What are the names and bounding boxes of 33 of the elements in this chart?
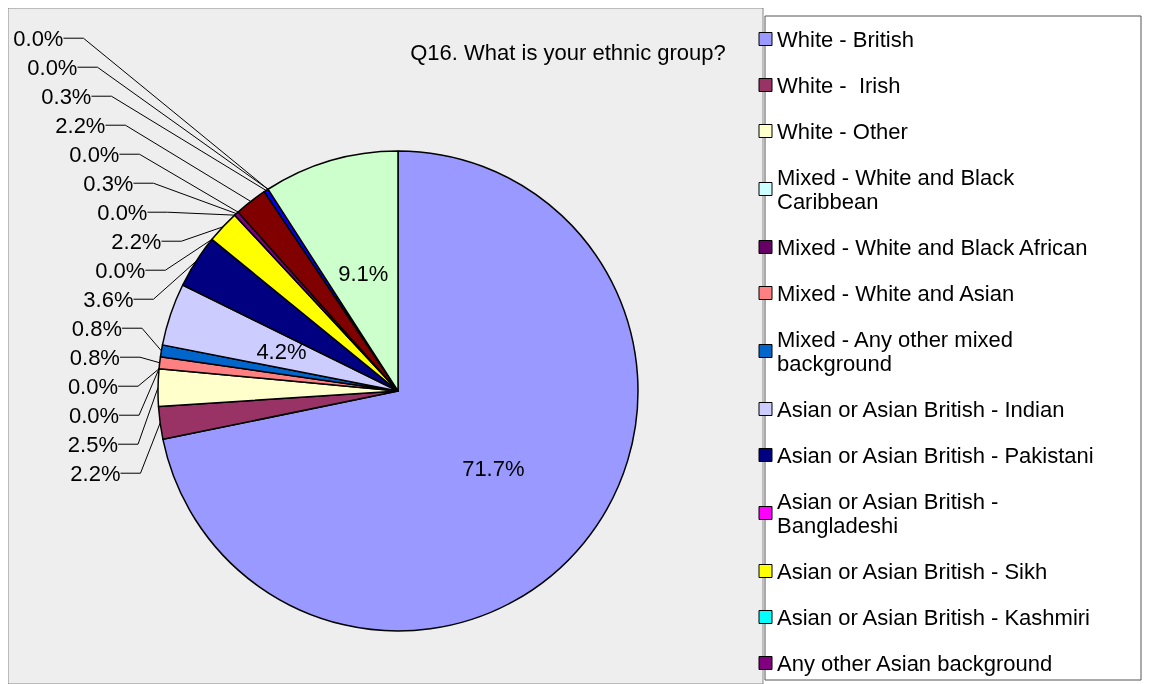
data-label: 2.2% xyxy=(111,228,162,254)
legend-label: White - Other xyxy=(777,118,908,144)
data-label: 3.6% xyxy=(83,286,134,312)
text: 0.0% xyxy=(67,373,119,399)
legend-label: Asian or Asian British - Indian xyxy=(777,396,1065,422)
legend-label: White - Irish xyxy=(777,72,901,98)
data-label: 71.7% xyxy=(462,456,525,482)
legend-label: Mixed - White and Asian xyxy=(777,280,1015,306)
data-label: 0.3% xyxy=(41,83,92,109)
legend-label: White - British xyxy=(777,26,914,52)
text: 0.0% xyxy=(13,25,64,51)
legend-label: Asian or Asian British - Bangladeshi xyxy=(777,488,1005,538)
legend-label: Asian or Asian British - Sikh xyxy=(777,558,1048,584)
data-label: 2.5% xyxy=(67,431,119,457)
data-label: 4.2% xyxy=(256,339,307,365)
data-label: 0.8% xyxy=(69,344,120,370)
text: 0.0% xyxy=(27,54,78,80)
text: 0.0% xyxy=(69,141,120,167)
legend-label: Mixed - White and Black African xyxy=(777,234,1088,260)
legend-label: Asian or Asian British - Pakistani xyxy=(777,442,1094,468)
legend-label: Any other Asian background xyxy=(777,650,1053,676)
text: 0.0% xyxy=(95,257,146,283)
text: 0.0% xyxy=(97,199,148,225)
data-label: 0.3% xyxy=(83,170,134,196)
data-label: 9.1% xyxy=(338,260,389,286)
data-label: 2.2% xyxy=(70,460,121,486)
legend-label: Mixed - White and Black Caribbean xyxy=(777,164,1021,214)
data-label: 0.8% xyxy=(71,315,122,341)
text: 0.0% xyxy=(68,402,120,428)
chart-title: Q16. What is your ethnic group? xyxy=(410,39,726,65)
legend-label: Mixed - Any other mixed background xyxy=(777,326,1020,376)
legend-label: Asian or Asian British - Kashmiri xyxy=(777,604,1090,630)
data-label: 2.2% xyxy=(55,112,106,138)
